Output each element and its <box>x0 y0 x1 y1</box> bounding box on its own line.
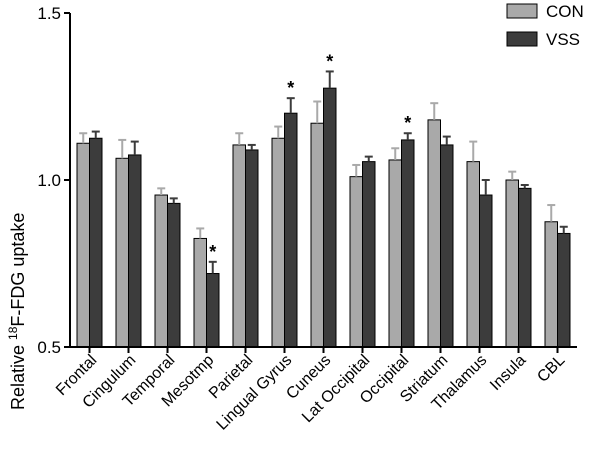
y-tick-label: 0.5 <box>37 338 61 357</box>
x-category-label: Insula <box>487 352 529 394</box>
bar-con <box>271 137 285 348</box>
y-tick-label: 1.5 <box>37 4 61 23</box>
bar-con <box>232 144 246 348</box>
bar-con <box>505 179 519 348</box>
y-axis-title: Relative 18F-FDG uptake <box>6 213 28 410</box>
significance-star: * <box>209 242 216 262</box>
bar-vss <box>557 232 571 348</box>
plot-area: * * * * <box>76 51 571 353</box>
bar-con <box>427 119 441 348</box>
bar-con <box>349 176 363 348</box>
bar-con <box>310 122 324 348</box>
bar-vss <box>284 112 298 348</box>
y-axis-title-prefix: Relative <box>8 340 28 410</box>
bar-con <box>154 194 168 348</box>
bar-vss <box>323 87 337 348</box>
y-axis-title-superscript: 18 <box>6 326 20 340</box>
bar-con <box>388 159 402 348</box>
legend-label-vss: VSS <box>546 30 580 49</box>
x-tick-labels: FrontalCingulumTemporalMesotmpParietalLi… <box>53 352 568 434</box>
legend-swatch-vss <box>506 31 538 47</box>
bar-con <box>193 237 207 348</box>
bar-con <box>466 161 480 348</box>
y-tick-label: 1.0 <box>37 171 61 190</box>
x-category-label: CBL <box>534 352 568 386</box>
bar-con <box>115 157 129 348</box>
bar-vss <box>479 194 493 348</box>
bar-vss <box>128 154 142 348</box>
bar-vss <box>167 202 181 348</box>
bar-vss <box>401 139 415 348</box>
legend-label-con: CON <box>546 2 584 21</box>
significance-star: * <box>287 78 294 98</box>
bar-vss <box>362 161 376 348</box>
y-ticks: 0.5 1.0 1.5 <box>37 4 70 357</box>
legend-swatch-con <box>506 3 538 19</box>
bar-vss <box>89 137 103 348</box>
bar-vss <box>245 149 259 348</box>
bar-con <box>544 221 558 348</box>
bar-con <box>76 142 90 348</box>
bar-vss <box>206 273 220 348</box>
y-axis-title-suffix: F-FDG uptake <box>8 213 28 327</box>
significance-star: * <box>326 51 333 71</box>
bar-vss <box>440 144 454 348</box>
legend: CON VSS <box>506 2 584 49</box>
bar-vss <box>518 187 532 348</box>
significance-star: * <box>404 113 411 133</box>
